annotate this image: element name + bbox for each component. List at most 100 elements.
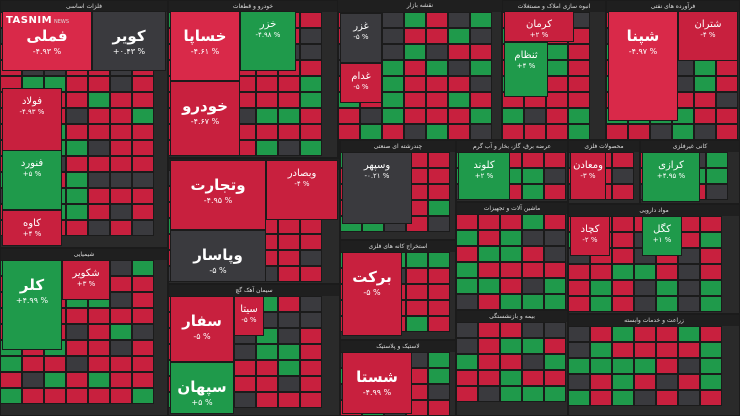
stock-cell[interactable]: کاوه +۴ % bbox=[2, 210, 62, 246]
stock-tile[interactable] bbox=[426, 76, 448, 92]
stock-tile[interactable] bbox=[694, 76, 716, 92]
stock-cell[interactable]: برکت -۵ % bbox=[342, 252, 402, 336]
stock-tile[interactable] bbox=[110, 356, 132, 372]
stock-tile[interactable] bbox=[694, 124, 716, 140]
stock-tile[interactable] bbox=[544, 230, 566, 246]
stock-tile[interactable] bbox=[110, 292, 132, 308]
stock-tile[interactable] bbox=[132, 172, 154, 188]
stock-tile[interactable] bbox=[456, 354, 478, 370]
stock-tile[interactable] bbox=[612, 168, 634, 184]
stock-tile[interactable] bbox=[110, 156, 132, 172]
stock-cell[interactable]: کویر +۰.۴۳ % bbox=[92, 11, 166, 71]
stock-tile[interactable] bbox=[706, 168, 728, 184]
stock-tile[interactable] bbox=[546, 124, 568, 140]
stock-tile[interactable] bbox=[110, 308, 132, 324]
stock-tile[interactable] bbox=[132, 220, 154, 236]
stock-tile[interactable] bbox=[678, 248, 700, 264]
stock-tile[interactable] bbox=[612, 296, 634, 312]
stock-tile[interactable] bbox=[132, 204, 154, 220]
stock-tile[interactable] bbox=[500, 214, 522, 230]
stock-tile[interactable] bbox=[568, 92, 590, 108]
stock-tile[interactable] bbox=[110, 204, 132, 220]
stock-tile[interactable] bbox=[500, 278, 522, 294]
stock-tile[interactable] bbox=[428, 152, 450, 168]
stock-tile[interactable] bbox=[716, 92, 738, 108]
stock-tile[interactable] bbox=[612, 342, 634, 358]
stock-tile[interactable] bbox=[500, 262, 522, 278]
stock-tile[interactable] bbox=[300, 92, 322, 108]
stock-tile[interactable] bbox=[678, 374, 700, 390]
stock-tile[interactable] bbox=[590, 296, 612, 312]
stock-tile[interactable] bbox=[428, 316, 450, 332]
stock-tile[interactable] bbox=[700, 264, 722, 280]
stock-tile[interactable] bbox=[88, 356, 110, 372]
stock-tile[interactable] bbox=[544, 354, 566, 370]
stock-tile[interactable] bbox=[568, 326, 590, 342]
stock-tile[interactable] bbox=[278, 108, 300, 124]
stock-tile[interactable] bbox=[544, 338, 566, 354]
stock-tile[interactable] bbox=[404, 92, 426, 108]
stock-cell[interactable]: خساپا -۴.۶۱ % bbox=[170, 11, 240, 81]
stock-tile[interactable] bbox=[672, 124, 694, 140]
stock-tile[interactable] bbox=[524, 124, 546, 140]
stock-tile[interactable] bbox=[634, 358, 656, 374]
stock-tile[interactable] bbox=[110, 188, 132, 204]
stock-tile[interactable] bbox=[500, 386, 522, 402]
stock-tile[interactable] bbox=[278, 124, 300, 140]
stock-tile[interactable] bbox=[700, 296, 722, 312]
stock-tile[interactable] bbox=[300, 60, 322, 76]
stock-tile[interactable] bbox=[522, 278, 544, 294]
stock-tile[interactable] bbox=[428, 268, 450, 284]
stock-tile[interactable] bbox=[544, 386, 566, 402]
stock-tile[interactable] bbox=[382, 60, 404, 76]
stock-tile[interactable] bbox=[428, 400, 450, 416]
stock-tile[interactable] bbox=[694, 60, 716, 76]
stock-tile[interactable] bbox=[568, 358, 590, 374]
stock-tile[interactable] bbox=[300, 76, 322, 92]
stock-tile[interactable] bbox=[234, 360, 256, 376]
stock-tile[interactable] bbox=[278, 376, 300, 392]
stock-tile[interactable] bbox=[522, 338, 544, 354]
stock-tile[interactable] bbox=[678, 390, 700, 406]
stock-tile[interactable] bbox=[66, 108, 88, 124]
stock-tile[interactable] bbox=[694, 108, 716, 124]
stock-cell[interactable]: کلر +۴.۹۹ % bbox=[2, 260, 62, 350]
stock-tile[interactable] bbox=[656, 342, 678, 358]
stock-tile[interactable] bbox=[500, 354, 522, 370]
stock-tile[interactable] bbox=[522, 246, 544, 262]
stock-tile[interactable] bbox=[256, 124, 278, 140]
stock-cell[interactable]: وبصادر -۴ % bbox=[266, 160, 338, 220]
stock-tile[interactable] bbox=[634, 342, 656, 358]
stock-tile[interactable] bbox=[522, 354, 544, 370]
stock-tile[interactable] bbox=[428, 252, 450, 268]
stock-tile[interactable] bbox=[456, 386, 478, 402]
stock-tile[interactable] bbox=[700, 326, 722, 342]
stock-tile[interactable] bbox=[678, 326, 700, 342]
stock-tile[interactable] bbox=[66, 388, 88, 404]
stock-tile[interactable] bbox=[66, 356, 88, 372]
stock-tile[interactable] bbox=[404, 12, 426, 28]
stock-tile[interactable] bbox=[278, 344, 300, 360]
stock-tile[interactable] bbox=[406, 268, 428, 284]
stock-tile[interactable] bbox=[428, 284, 450, 300]
stock-tile[interactable] bbox=[404, 60, 426, 76]
stock-tile[interactable] bbox=[66, 124, 88, 140]
stock-cell[interactable]: سفار -۵ % bbox=[170, 296, 234, 362]
stock-tile[interactable] bbox=[700, 342, 722, 358]
stock-cell[interactable]: سپهان +۵ % bbox=[170, 362, 234, 414]
stock-tile[interactable] bbox=[678, 342, 700, 358]
stock-tile[interactable] bbox=[568, 390, 590, 406]
stock-tile[interactable] bbox=[448, 76, 470, 92]
stock-tile[interactable] bbox=[278, 392, 300, 408]
stock-tile[interactable] bbox=[88, 204, 110, 220]
stock-tile[interactable] bbox=[338, 124, 360, 140]
stock-tile[interactable] bbox=[132, 76, 154, 92]
stock-tile[interactable] bbox=[470, 108, 492, 124]
stock-tile[interactable] bbox=[110, 388, 132, 404]
stock-tile[interactable] bbox=[456, 370, 478, 386]
stock-tile[interactable] bbox=[478, 370, 500, 386]
stock-tile[interactable] bbox=[66, 324, 88, 340]
stock-tile[interactable] bbox=[448, 108, 470, 124]
stock-tile[interactable] bbox=[448, 92, 470, 108]
stock-cell[interactable]: کلوند +۲ % bbox=[458, 152, 510, 200]
